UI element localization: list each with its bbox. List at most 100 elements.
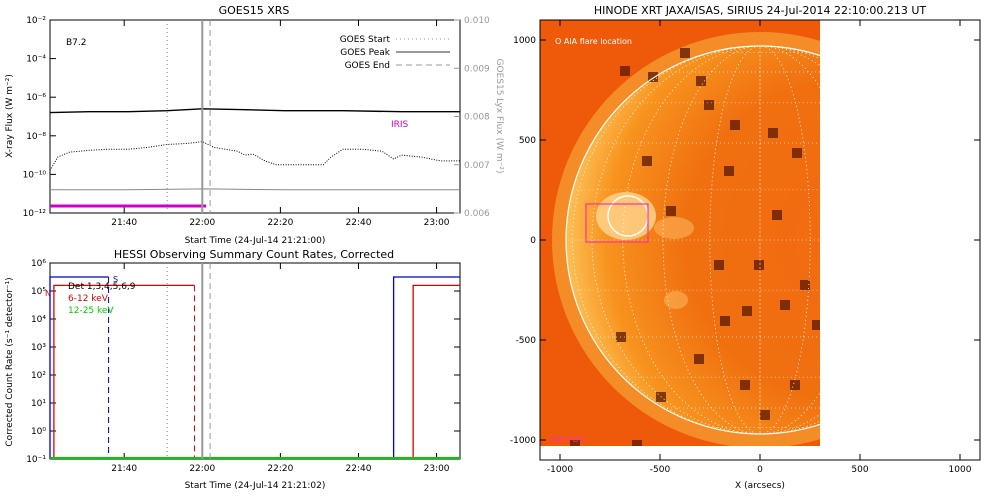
hessi-y-tick-label: 10⁻¹	[26, 455, 46, 465]
xrt-xlabel: X (arcsecs)	[735, 481, 785, 491]
goes-x-tick-label: 21:40	[111, 218, 137, 228]
xrt-dark-pixel-block	[792, 148, 802, 158]
xrt-dark-pixel-block	[704, 100, 714, 110]
goes-annotation: B7.2	[66, 38, 87, 48]
goes-y-tick-label: 10⁻²	[26, 16, 46, 26]
goes-ylabel-right: GOES15 Lyx Flux (W m⁻²)	[494, 59, 504, 174]
hessi-y-tick-label: 10⁴	[31, 315, 46, 325]
hessi-series	[50, 277, 460, 459]
xrt-y-tick-label: -500	[516, 336, 537, 346]
xrt-dark-pixel-block	[666, 206, 676, 216]
hessi-y-tick-label: 10⁶	[31, 259, 46, 269]
xrt-dark-pixel-block	[680, 48, 690, 58]
hessi-plot-frame	[50, 263, 460, 459]
xrt-dark-pixel-block	[742, 306, 752, 316]
xrt-dark-pixel-block	[632, 440, 642, 450]
goes-y-tick-label: 10⁻¹²	[23, 209, 47, 219]
hessi-ylabel: Corrected Count Rate (s⁻¹ detector⁻¹)	[5, 277, 15, 446]
hessi-chart: HESSI Observing Summary Count Rates, Cor…	[5, 248, 460, 491]
goes-y-tick-label: 10⁻⁶	[26, 93, 46, 103]
xrt-dark-pixel-block	[812, 320, 822, 330]
xrt-dark-pixel-block	[730, 120, 740, 130]
hessi-x-tick-label: 23:00	[424, 464, 450, 474]
hessi-x-tick-label: 21:40	[111, 464, 137, 474]
xrt-x-tick-label: 1000	[949, 465, 972, 475]
hessi-legend-label: Det 1,3,4,5,6,9	[68, 282, 136, 292]
goes-x-tick-label: 22:40	[346, 218, 372, 228]
goes-x-tick-label: 22:00	[189, 218, 215, 228]
goes-y-tick-label: 10⁻⁴	[26, 55, 46, 65]
hessi-legend-label: 6-12 keV	[68, 294, 109, 304]
goes-plot-frame	[50, 20, 460, 213]
goes-legend-label: GOES End	[345, 61, 390, 71]
hessi-legend: Det 1,3,4,5,6,9 6-12 keV 12-25 keV	[68, 282, 136, 316]
hessi-x-tick-label: 22:40	[346, 464, 372, 474]
goes-ylabel: X-ray Flux (W m⁻²)	[5, 74, 15, 158]
goes-right-tick-label: 0.010	[464, 16, 490, 26]
goes-ticks: 21:40 22:00 22:20 22:40 23:00 10⁻² 10⁻⁴ 10⁻⁶ 10⁻…	[23, 16, 490, 228]
goes-right-tick-label: 0.008	[464, 113, 490, 123]
xrt-dark-pixel-block	[790, 380, 800, 390]
xrt-dark-pixel-block	[772, 210, 782, 220]
xrt-dark-pixel-block	[724, 166, 734, 176]
goes-x-tick-label: 23:00	[424, 218, 450, 228]
goes-series-long	[50, 109, 460, 113]
xrt-x-tick-label: -500	[650, 465, 671, 475]
hessi-6-12-series	[413, 285, 460, 459]
hessi-legend-label: 12-25 keV	[68, 306, 114, 316]
xrt-annotation: O AIA flare location	[555, 37, 632, 46]
goes-legend: GOES Start GOES Peak GOES End	[340, 35, 450, 71]
hessi-xlabel: Start Time (24-Jul-14 21:21:02)	[185, 481, 326, 491]
goes-markers	[167, 20, 210, 213]
hessi-x-tick-label: 22:00	[189, 464, 215, 474]
goes-xlabel: Start Time (24-Jul-14 21:21:00)	[185, 236, 326, 246]
goes-right-tick-label: 0.009	[464, 64, 490, 74]
xrt-dark-pixel-block	[642, 156, 652, 166]
hessi-x-tick-label: 22:20	[267, 464, 293, 474]
xrt-dark-pixel-block	[780, 300, 790, 310]
hessi-det-series	[394, 277, 460, 459]
hessi-y-tick-label: 10¹	[31, 399, 46, 409]
goes-legend-label: GOES Start	[340, 35, 391, 45]
goes-y-tick-label: 10⁻⁸	[26, 132, 46, 142]
goes-right-tick-label: 0.006	[464, 209, 490, 219]
xrt-y-tick-label: -1000	[510, 436, 536, 446]
goes-y-tick-label: 10⁻¹⁰	[23, 170, 47, 180]
xrt-solar-image	[540, 20, 968, 450]
hessi-y-tick-label: 10²	[31, 371, 46, 381]
hessi-y-tick-label: 10⁰	[31, 427, 46, 437]
goes-title: GOES15 XRS	[219, 4, 290, 17]
xrt-x-tick-label: -1000	[547, 465, 573, 475]
xrt-dark-pixel-block	[740, 380, 750, 390]
xrt-x-tick-label: 500	[851, 465, 868, 475]
xrt-dark-pixel-block	[694, 354, 704, 364]
hessi-markers	[167, 263, 210, 459]
xrt-y-tick-label: 500	[519, 136, 536, 146]
goes-series-lya	[50, 189, 460, 190]
hessi-y-tick-label: 10³	[31, 343, 46, 353]
xrt-x-tick-label: 0	[757, 465, 763, 475]
xrt-bright-patch	[664, 291, 688, 309]
goes-right-tick-label: 0.007	[464, 161, 490, 171]
xrt-y-tick-label: 1000	[513, 36, 536, 46]
goes-iris-label: IRIS	[391, 120, 409, 130]
xrt-dark-pixel-block	[620, 66, 630, 76]
xrt-y-tick-label: 0	[530, 236, 536, 246]
xrt-iris-fov-label: IRIS FOV	[550, 435, 585, 444]
hessi-y-tick-label: 10⁵	[31, 287, 46, 297]
xrt-dark-pixel-block	[714, 260, 724, 270]
goes-series-short	[50, 142, 460, 171]
goes-x-tick-label: 22:20	[267, 218, 293, 228]
goes-chart: GOES15 XRS B7.2 X-ray Flux (W m⁻²) GOES1…	[5, 4, 504, 246]
hessi-title: HESSI Observing Summary Count Rates, Cor…	[114, 248, 394, 261]
xrt-bright-patch	[654, 217, 694, 239]
xrt-dark-pixel-block	[720, 316, 730, 326]
xrt-dark-pixel-block	[754, 260, 764, 270]
xrt-title: HINODE XRT JAXA/ISAS, SIRIUS 24-Jul-2014…	[594, 4, 927, 17]
hessi-det-series	[50, 277, 109, 459]
xrt-dark-pixel-block	[760, 410, 770, 420]
goes-legend-label: GOES Peak	[340, 48, 390, 58]
xrt-dark-pixel-block	[768, 128, 778, 138]
xrt-image-plot: HINODE XRT JAXA/ISAS, SIRIUS 24-Jul-2014…	[510, 4, 980, 491]
